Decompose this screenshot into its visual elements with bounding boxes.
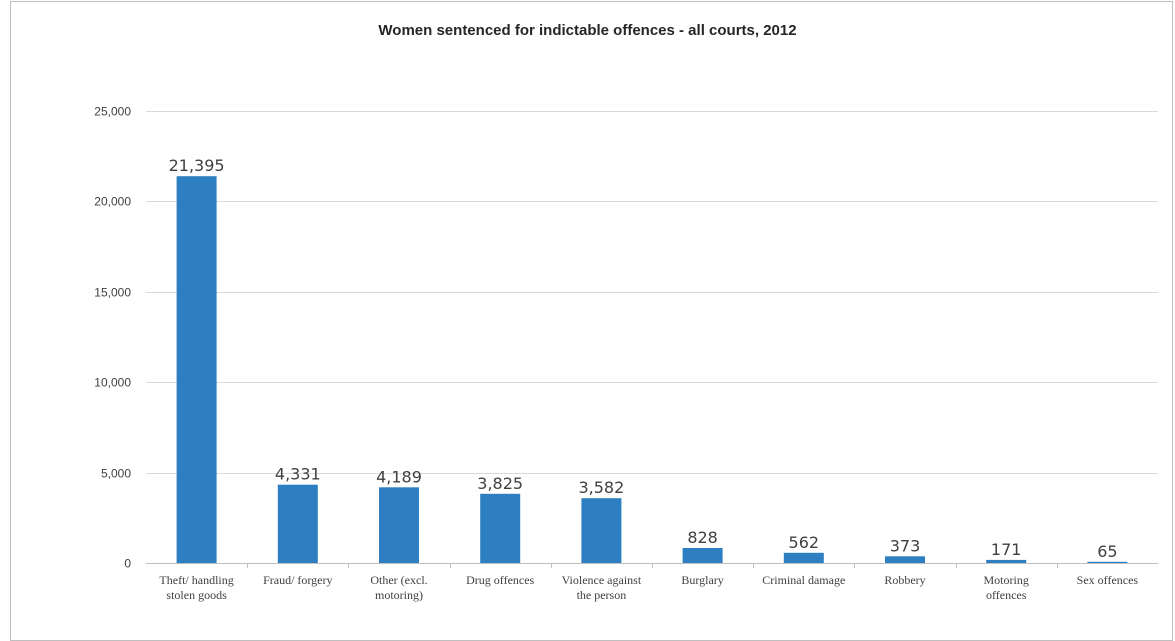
y-tick-label: 25,000	[94, 105, 131, 119]
x-tick-label: motoring)	[375, 588, 423, 602]
x-tick-label: Theft/ handling	[159, 573, 233, 587]
x-tick-label: Violence against	[562, 573, 642, 587]
bar	[176, 176, 217, 563]
x-tick-label: stolen goods	[166, 588, 227, 602]
data-label: 562	[789, 533, 820, 552]
x-tick-label: Drug offences	[466, 573, 534, 587]
bar-chart: 0 5,000 10,000 15,000 20,000 25,000 21,395 Thef…	[94, 105, 1158, 602]
x-tick-label: Motoring	[984, 573, 1029, 587]
x-tick-label: offences	[986, 588, 1027, 602]
y-tick-label: 5,000	[101, 467, 131, 481]
bar	[379, 487, 419, 563]
bar	[885, 556, 925, 563]
bar	[581, 498, 622, 563]
bar	[986, 559, 1027, 563]
x-tick-label: Burglary	[681, 573, 723, 587]
data-label: 4,189	[376, 467, 422, 486]
y-tick-label: 15,000	[94, 286, 131, 300]
data-label: 828	[687, 528, 718, 547]
data-label: 171	[991, 540, 1022, 559]
data-label: 3,582	[578, 478, 624, 497]
y-tick-label: 10,000	[94, 376, 131, 390]
data-label: 21,395	[169, 156, 225, 175]
bar	[277, 484, 318, 563]
x-tick-label: Sex offences	[1077, 573, 1139, 587]
data-label: 3,825	[477, 474, 523, 493]
x-tick-label: Fraud/ forgery	[263, 573, 332, 587]
bar	[1087, 561, 1128, 563]
bar	[783, 552, 824, 563]
bar	[480, 493, 521, 563]
data-label: 373	[890, 536, 921, 555]
x-tick-label: the person	[577, 588, 627, 602]
x-tick-label: Other (excl.	[370, 573, 427, 587]
y-tick-label: 20,000	[94, 195, 131, 209]
bar	[682, 548, 723, 563]
data-label: 65	[1097, 542, 1117, 561]
chart-title: Women sentenced for indictable offences …	[378, 22, 797, 39]
y-tick-label: 0	[124, 557, 131, 571]
x-tick-label: Criminal damage	[762, 573, 845, 587]
x-tick-label: Robbery	[884, 573, 925, 587]
data-label: 4,331	[275, 465, 321, 484]
